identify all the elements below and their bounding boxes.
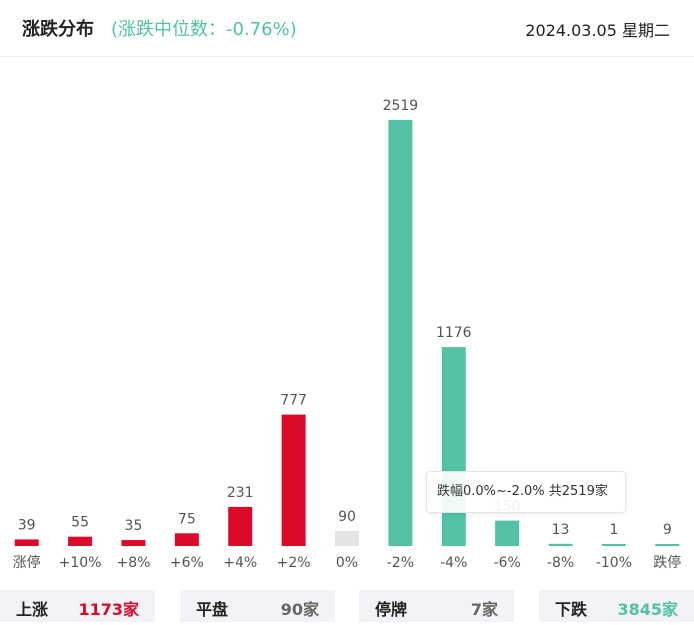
- bar-0[interactable]: [14, 539, 39, 546]
- summary-flat: 平盘 90家: [180, 590, 335, 622]
- median-change-text: (涨跌中位数：-0.76%): [111, 19, 297, 40]
- value-label-11: 1: [609, 522, 618, 538]
- date-label: 2024.03.05 星期二: [525, 21, 670, 40]
- summary-suspended-label: 停牌: [375, 600, 408, 619]
- category-label-11: -10%: [596, 555, 632, 571]
- value-label-6: 90: [338, 509, 356, 525]
- category-label-10: -8%: [547, 555, 574, 571]
- category-label-9: -6%: [494, 555, 521, 571]
- value-label-3: 75: [178, 511, 196, 527]
- value-label-7: 2519: [383, 98, 419, 114]
- bar-10[interactable]: [548, 543, 573, 546]
- bar-7[interactable]: [388, 120, 413, 546]
- summary-bar: 上涨 1173家 平盘 90家 停牌 7家 下跌 3845家: [0, 590, 694, 625]
- category-label-7: -2%: [387, 555, 414, 571]
- value-label-12: 9: [663, 522, 672, 538]
- bar-8[interactable]: [441, 347, 466, 546]
- category-label-5: +2%: [277, 555, 311, 571]
- summary-up-label: 上涨: [16, 600, 49, 619]
- bar-6[interactable]: [335, 530, 359, 546]
- category-label-1: +10%: [59, 555, 102, 571]
- summary-up: 上涨 1173家: [0, 590, 155, 622]
- value-label-8: 1176: [436, 325, 472, 341]
- category-label-3: +6%: [170, 555, 204, 571]
- chart-header: 涨跌分布 (涨跌中位数：-0.76%) 2024.03.05 星期二: [0, 0, 694, 57]
- bar-5[interactable]: [281, 414, 306, 546]
- value-label-0: 39: [18, 517, 36, 533]
- bar-2[interactable]: [121, 540, 146, 546]
- summary-flat-value: 90家: [280, 600, 319, 619]
- category-label-4: +4%: [223, 555, 257, 571]
- value-label-4: 231: [227, 485, 254, 501]
- value-label-1: 55: [71, 515, 89, 531]
- bar-11[interactable]: [601, 544, 626, 546]
- bar-tooltip: 跌幅0.0%~-2.0% 共2519家: [426, 471, 626, 513]
- category-label-0: 涨停: [13, 554, 41, 571]
- summary-down-value: 3845家: [617, 600, 678, 619]
- summary-flat-label: 平盘: [196, 600, 229, 619]
- category-label-8: -4%: [440, 555, 467, 571]
- summary-suspended: 停牌 7家: [359, 590, 514, 622]
- chart-title: 涨跌分布: [22, 19, 94, 40]
- bar-4[interactable]: [228, 506, 253, 546]
- summary-up-value: 1173家: [78, 600, 139, 619]
- bar-3[interactable]: [174, 533, 199, 546]
- bar-12[interactable]: [655, 544, 680, 546]
- tooltip-text: 跌幅0.0%~-2.0% 共2519家: [437, 484, 608, 499]
- summary-down: 下跌 3845家: [539, 590, 694, 622]
- category-label-6: 0%: [336, 555, 358, 571]
- summary-down-label: 下跌: [555, 600, 588, 619]
- bar-9[interactable]: [495, 520, 520, 546]
- value-label-10: 13: [552, 522, 570, 538]
- summary-suspended-value: 7家: [470, 600, 498, 619]
- value-label-5: 777: [280, 393, 307, 409]
- bar-1[interactable]: [68, 536, 93, 546]
- category-label-12: 跌停: [653, 554, 681, 571]
- value-label-2: 35: [125, 518, 143, 534]
- category-label-2: +8%: [116, 555, 150, 571]
